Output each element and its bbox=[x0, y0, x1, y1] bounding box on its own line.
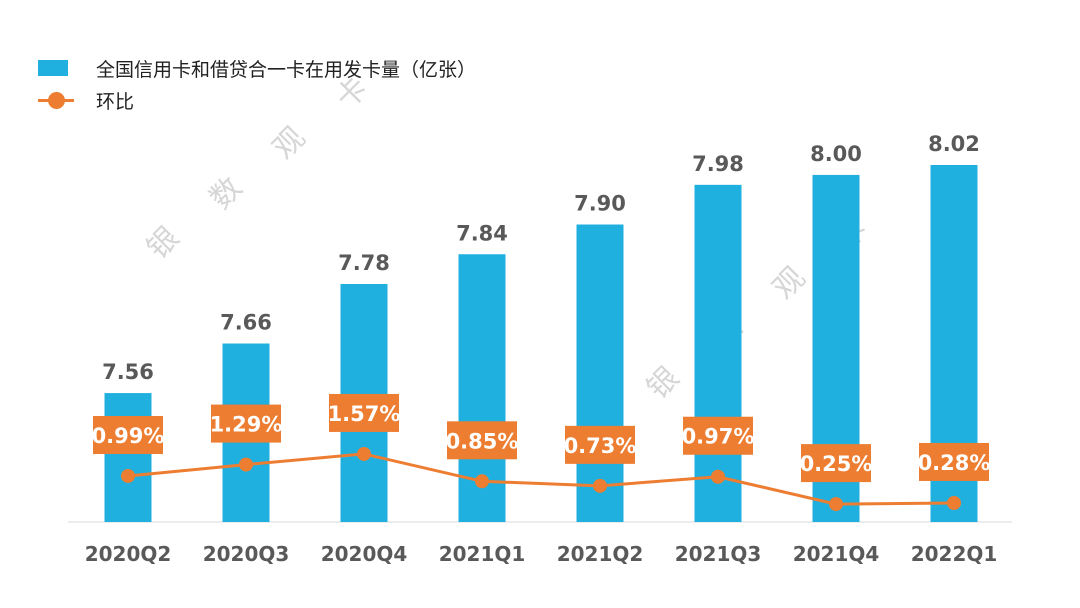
line-value-label: 0.25% bbox=[800, 452, 873, 476]
line-label-box bbox=[801, 444, 871, 483]
bar-value-label: 7.98 bbox=[692, 152, 744, 176]
line-label-box bbox=[565, 425, 635, 464]
line-label-box bbox=[211, 404, 281, 443]
legend-label-line: 环比 bbox=[96, 90, 135, 113]
line-label-box bbox=[919, 442, 989, 481]
line-series bbox=[127, 452, 955, 506]
line-point bbox=[593, 478, 607, 493]
line-label-box bbox=[93, 415, 163, 454]
legend-label-bar: 全国信用卡和借贷合一卡在用发卡量（亿张） bbox=[96, 58, 477, 81]
bar-value-label: 7.90 bbox=[574, 192, 626, 216]
legend-swatch-line bbox=[38, 92, 74, 109]
line-point bbox=[239, 457, 253, 472]
x-tick-label: 2021Q4 bbox=[793, 542, 880, 566]
line-label-box bbox=[329, 393, 399, 432]
legend-item-line: 环比 bbox=[38, 84, 476, 116]
bar-value-label: 8.02 bbox=[928, 132, 980, 156]
bar-value-label: 7.56 bbox=[102, 360, 154, 384]
bar-value-label: 8.00 bbox=[810, 142, 862, 166]
x-tick-label: 2020Q3 bbox=[203, 542, 290, 566]
legend: 全国信用卡和借贷合一卡在用发卡量（亿张） 环比 bbox=[38, 52, 476, 116]
line-value-label: 1.57% bbox=[328, 402, 401, 426]
bar bbox=[104, 393, 152, 522]
line-value-label: 0.85% bbox=[446, 429, 519, 453]
line-point bbox=[475, 474, 489, 489]
line-point bbox=[711, 469, 725, 484]
legend-item-bar: 全国信用卡和借贷合一卡在用发卡量（亿张） bbox=[38, 52, 476, 84]
line-value-label: 0.97% bbox=[682, 425, 755, 449]
watermark-char: 银 bbox=[640, 360, 686, 406]
line-point bbox=[829, 497, 843, 512]
line-value-label: 0.99% bbox=[92, 424, 165, 448]
line-label-box bbox=[683, 416, 753, 455]
x-tick-label: 2021Q2 bbox=[557, 542, 644, 566]
line-value-label: 0.28% bbox=[918, 451, 991, 475]
watermark-char: 观 bbox=[266, 120, 312, 166]
bar bbox=[576, 224, 624, 522]
bar bbox=[694, 184, 742, 523]
x-tick-label: 2021Q1 bbox=[439, 542, 526, 566]
line-point bbox=[121, 468, 135, 483]
watermark-char: 银 bbox=[140, 220, 186, 266]
watermark-char: 观 bbox=[766, 260, 812, 306]
x-tick-label: 2020Q2 bbox=[85, 542, 172, 566]
x-tick-label: 2022Q1 bbox=[911, 542, 998, 566]
x-tick-label: 2020Q4 bbox=[321, 542, 408, 566]
legend-swatch-bar bbox=[38, 60, 68, 76]
x-tick-label: 2021Q3 bbox=[675, 542, 762, 566]
line-value-label: 0.73% bbox=[564, 434, 637, 458]
line-point bbox=[947, 495, 961, 510]
bar-value-label: 7.78 bbox=[338, 251, 390, 275]
line-label-box bbox=[447, 421, 517, 460]
bar-value-label: 7.66 bbox=[220, 311, 272, 335]
watermark-char: 数 bbox=[203, 170, 249, 216]
line-point bbox=[357, 446, 371, 461]
line-value-label: 1.29% bbox=[210, 413, 283, 437]
bar-value-label: 7.84 bbox=[456, 221, 508, 245]
